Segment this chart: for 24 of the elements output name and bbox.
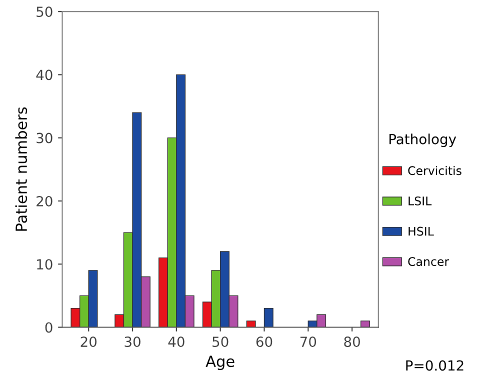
- x-tick-label: 50: [212, 336, 228, 348]
- legend-label: LSIL: [408, 196, 432, 206]
- bar: [360, 320, 370, 328]
- legend-label: Cervicitis: [408, 166, 462, 176]
- y-tick-label: 10: [37, 259, 52, 270]
- bar: [264, 308, 274, 328]
- x-tick-label: 40: [168, 336, 184, 348]
- x-tick-label: 70: [300, 336, 316, 348]
- y-tick-label: 20: [36, 196, 52, 206]
- y-tick-label: 40: [36, 70, 52, 80]
- legend-label: Cancer: [408, 257, 450, 266]
- x-tick-label: 30: [124, 336, 140, 348]
- y-axis-title: Patient numbers: [15, 107, 28, 231]
- legend-title: Pathology: [390, 134, 456, 148]
- bar: [246, 320, 256, 328]
- y-tick-label: 50: [36, 6, 52, 18]
- text: P=0.012: [406, 360, 464, 371]
- x-tick-label: 80: [344, 336, 360, 348]
- x-tick-label: 60: [256, 336, 272, 348]
- x-axis-title: Age: [206, 356, 234, 370]
- y-tick-label: 30: [36, 132, 52, 144]
- y-tick-label: 0: [45, 322, 52, 333]
- x-tick-label: 20: [80, 336, 97, 348]
- legend-label: HSIL: [408, 226, 434, 236]
